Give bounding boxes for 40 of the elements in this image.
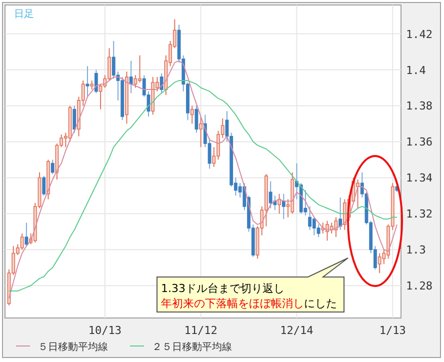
x-tick-label: 1/13	[379, 324, 406, 337]
candlestick	[86, 66, 90, 98]
y-tick-label: 1.34	[406, 172, 433, 185]
legend-label: ５日移動平均線	[38, 341, 108, 353]
candlestick	[312, 216, 316, 236]
candlestick	[50, 159, 54, 175]
x-tick-label: 10/13	[88, 324, 122, 337]
candlestick	[42, 175, 46, 196]
y-tick-label: 1.32	[406, 208, 432, 221]
y-tick-label: 1.28	[406, 280, 432, 293]
candlestick	[282, 193, 286, 220]
annotation: 年初来の下落幅をほぼ帳消し	[161, 297, 304, 310]
x-tick-label: 11/12	[184, 324, 218, 337]
candlestick	[134, 74, 138, 88]
candlestick	[338, 196, 342, 230]
candlestick	[112, 40, 116, 80]
candlestick	[199, 116, 203, 148]
candlestick	[72, 105, 76, 134]
candlestick	[20, 232, 24, 250]
candlestick	[24, 222, 28, 247]
candlestick	[321, 222, 325, 234]
y-tick-label: 1.42	[406, 28, 432, 41]
y-tick-label: 1.38	[406, 100, 432, 113]
y-tick-label: 1.4	[406, 64, 426, 77]
legend-item: ２５日移動平均線	[130, 342, 232, 353]
candlestick	[308, 206, 312, 230]
legend-item: ５日移動平均線	[16, 342, 108, 353]
y-tick-label: 1.36	[406, 136, 432, 149]
candlestick	[94, 69, 98, 94]
candlestick	[378, 252, 382, 274]
annotation: 日足	[14, 9, 34, 20]
annotation: 1.33ドル台まで切り返し	[161, 282, 284, 295]
x-tick-label: 12/14	[280, 324, 314, 337]
candlestick	[160, 72, 164, 94]
legend-label: ２５日移動平均線	[152, 341, 232, 353]
candlestick	[268, 180, 272, 209]
candlestick	[129, 60, 133, 94]
candlestick	[190, 105, 194, 124]
y-tick-label: 1.3	[406, 244, 426, 257]
annotation: にした	[304, 297, 337, 310]
